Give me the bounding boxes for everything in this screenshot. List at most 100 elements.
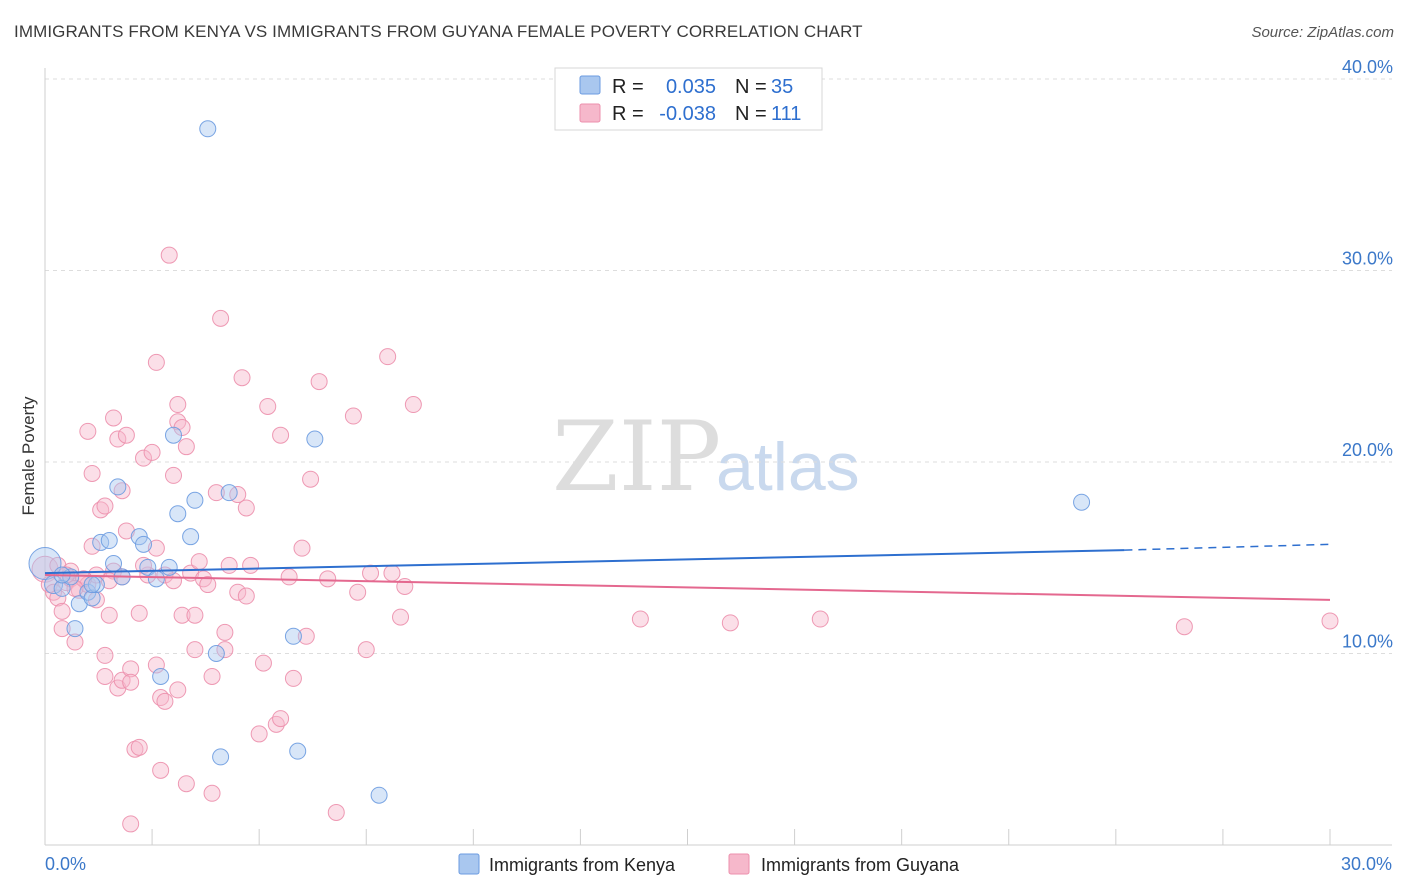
- data-point-guyana: [233, 369, 251, 387]
- data-point-guyana: [122, 815, 140, 833]
- data-point-guyana: [83, 537, 101, 555]
- data-point-kenya: [220, 484, 238, 502]
- data-point-kenya: [100, 532, 118, 550]
- data-point-guyana: [135, 449, 153, 467]
- data-point-guyana: [169, 681, 187, 699]
- watermark: ZIP atlas: [552, 401, 860, 513]
- data-point-kenya: [109, 478, 127, 496]
- data-point-guyana: [186, 641, 204, 659]
- bottom-legend-swatch-guyana: [728, 853, 750, 875]
- data-point-guyana: [1321, 612, 1339, 630]
- data-point-guyana: [135, 556, 153, 574]
- legend-swatch-kenya: [579, 75, 601, 95]
- data-point-kenya: [207, 645, 225, 662]
- data-point-guyana: [53, 602, 71, 620]
- series-kenya-points: [28, 120, 1091, 804]
- data-point-guyana: [66, 633, 84, 651]
- data-point-kenya: [182, 528, 200, 546]
- data-point-guyana: [229, 583, 247, 601]
- data-point-guyana: [280, 568, 298, 586]
- data-point-kenya: [152, 667, 170, 685]
- data-point-kenya: [306, 430, 324, 448]
- y-tick-label: 30.0%: [1342, 249, 1393, 269]
- x-tick-label-max: 30.0%: [1341, 854, 1392, 874]
- data-point-guyana: [156, 692, 174, 710]
- data-point-guyana: [122, 660, 140, 678]
- data-point-guyana: [122, 673, 140, 691]
- x-tick-label-min: 0.0%: [45, 854, 86, 874]
- data-point-guyana: [96, 667, 114, 685]
- watermark-atlas: atlas: [716, 429, 860, 505]
- data-point-guyana: [237, 499, 255, 517]
- data-point-kenya: [28, 546, 62, 580]
- bottom-legend-label-guyana: Immigrants from Guyana: [761, 855, 960, 875]
- data-point-guyana: [272, 710, 290, 728]
- data-point-guyana: [1175, 618, 1193, 636]
- legend-n-label-guyana: N =: [735, 103, 767, 125]
- bottom-legend-swatch-kenya: [458, 853, 480, 875]
- data-point-guyana: [143, 443, 161, 461]
- data-point-guyana: [272, 426, 290, 444]
- data-point-guyana: [117, 426, 135, 444]
- watermark-zip: ZIP: [552, 401, 721, 513]
- data-point-guyana: [113, 671, 131, 689]
- data-point-guyana: [344, 407, 362, 425]
- data-point-kenya: [165, 426, 182, 444]
- data-point-guyana: [310, 373, 328, 391]
- trend-line-guyana: [44, 573, 1331, 601]
- y-tick-label: 20.0%: [1342, 440, 1393, 460]
- data-point-kenya: [92, 533, 110, 551]
- data-point-kenya: [135, 535, 153, 553]
- data-point-guyana: [212, 309, 230, 327]
- data-point-guyana: [383, 564, 401, 582]
- data-point-guyana: [147, 656, 165, 674]
- data-point-guyana: [96, 646, 114, 664]
- legend-n-label-kenya: N =: [735, 76, 767, 98]
- data-point-kenya: [169, 505, 187, 523]
- data-point-guyana: [250, 725, 268, 743]
- data-point-guyana: [203, 784, 221, 802]
- data-point-guyana: [173, 606, 191, 624]
- series-guyana-points: [31, 246, 1339, 833]
- data-point-guyana: [190, 553, 208, 571]
- data-point-guyana: [207, 484, 225, 502]
- data-point-guyana: [147, 353, 165, 371]
- data-point-guyana: [216, 641, 234, 659]
- data-point-guyana: [105, 409, 123, 427]
- data-point-guyana: [293, 539, 311, 557]
- data-point-kenya: [199, 120, 217, 138]
- data-point-kenya: [147, 570, 165, 588]
- y-tick-labels: 10.0% 20.0% 30.0% 40.0%: [1342, 57, 1393, 652]
- data-point-guyana: [130, 604, 148, 622]
- chart-title: IMMIGRANTS FROM KENYA VS IMMIGRANTS FROM…: [14, 22, 863, 41]
- legend-r-value-guyana: -0.038: [659, 103, 716, 125]
- data-point-guyana: [220, 556, 238, 574]
- bottom-legend-label-kenya: Immigrants from Kenya: [489, 855, 676, 875]
- data-point-guyana: [237, 587, 255, 605]
- data-point-guyana: [404, 396, 422, 414]
- data-point-kenya: [284, 627, 302, 645]
- data-point-guyana: [203, 667, 221, 685]
- x-axis-ticks: [44, 829, 1331, 845]
- trend-line-kenya-extrapolated: [1124, 543, 1331, 551]
- y-tick-label: 10.0%: [1342, 632, 1393, 652]
- source-credit: Source: ZipAtlas.com: [1251, 24, 1394, 41]
- data-point-guyana: [229, 486, 247, 504]
- data-point-guyana: [126, 740, 144, 758]
- data-point-guyana: [79, 422, 97, 440]
- data-point-guyana: [152, 761, 170, 779]
- y-tick-label: 40.0%: [1342, 57, 1393, 77]
- data-point-guyana: [130, 738, 148, 756]
- data-point-kenya: [1073, 493, 1091, 511]
- data-point-kenya: [212, 748, 230, 766]
- data-point-guyana: [379, 348, 397, 366]
- data-point-guyana: [357, 641, 375, 659]
- data-point-kenya: [130, 528, 148, 546]
- data-point-guyana: [186, 606, 204, 624]
- data-point-guyana: [721, 614, 739, 632]
- data-point-guyana: [165, 466, 182, 484]
- data-point-kenya: [289, 742, 307, 760]
- data-point-guyana: [177, 438, 195, 456]
- data-point-guyana: [362, 564, 380, 582]
